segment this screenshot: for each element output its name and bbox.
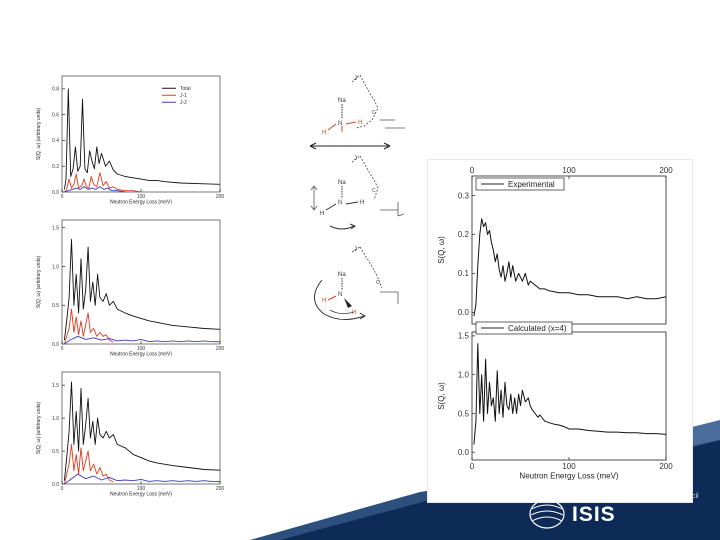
series-line-total	[63, 381, 221, 481]
x-axis-label: Neutron Energy Loss (meV)	[110, 352, 172, 358]
y-tick-label: 0.4	[52, 138, 59, 144]
x-tick-label: 200	[216, 194, 225, 200]
mol2-c: C	[372, 188, 376, 194]
y-tick-label: 0.5	[52, 303, 59, 309]
y-axis-label: S(Q, ω) (arbitrary units)	[36, 256, 42, 309]
mol2-na: Na	[338, 180, 346, 186]
molecule-diagram-1: J Na N H H C	[309, 74, 405, 150]
y-tick-label: 0.8	[52, 87, 59, 93]
series-line-j-1	[64, 172, 142, 193]
mol2-h-left: H	[320, 211, 324, 217]
legend-box	[475, 177, 565, 191]
left-panel-top: 0.0 0.2 0.4 0.6 0.8 0 100 200 Neutron Energy Los…	[36, 75, 225, 206]
mol3-h-right: H	[352, 310, 356, 316]
mol1-c: C	[372, 110, 376, 116]
y-axis-label: S(Q, ω)	[437, 382, 446, 410]
y-tick-label: 0.0	[458, 448, 470, 457]
legend-label: Total	[180, 86, 191, 92]
legend-box	[475, 321, 573, 335]
experimental-panel: 0.0 0.1 0.2 0.3 0 100 200 S(Q, ω) Experimental	[437, 166, 673, 325]
x-axis-label: Neutron Energy Loss (meV)	[519, 471, 618, 480]
y-tick-label: 1.5	[52, 226, 59, 232]
y-axis-label: S(Q, ω)	[437, 236, 446, 264]
mol2-h-right: H	[360, 200, 364, 206]
series-line-total	[63, 238, 221, 341]
mol1-na: Na	[338, 98, 346, 104]
legend-label: Experimental	[508, 180, 555, 189]
series-line-calculated-x-4-	[473, 343, 667, 445]
y-tick-label: 1.0	[52, 264, 59, 270]
x-tick-label: 0	[61, 346, 64, 352]
series-line-experimental	[473, 218, 667, 317]
y-tick-label: 0.1	[458, 269, 470, 278]
left-panels: 0.0 0.2 0.4 0.6 0.8 0 100 200 Neutron Energy Los…	[36, 75, 225, 498]
mol2-n: N	[338, 200, 342, 206]
series-line-j-2	[64, 186, 126, 193]
x-tick-top-label: 200	[659, 166, 673, 175]
y-tick-label: 1.5	[458, 332, 470, 341]
x-tick-label: 100	[137, 346, 146, 352]
series-line-j-2	[64, 473, 220, 485]
x-tick-label: 0	[470, 462, 475, 471]
x-tick-label: 100	[562, 462, 576, 471]
series-line-j-1	[63, 444, 114, 485]
mol3-c: C	[376, 280, 380, 286]
y-tick-label: 0.0	[52, 482, 59, 488]
x-tick-top-label: 100	[562, 166, 576, 175]
molecule-diagrams: J Na N H H C J Na N H H C J Na	[309, 74, 405, 320]
y-tick-label: 0.0	[52, 190, 59, 196]
molecule-diagram-2: J Na N H H C	[310, 155, 405, 230]
mol1-j: J	[354, 76, 357, 82]
y-tick-label: 0.0	[52, 342, 59, 348]
mol3-h-left: H	[322, 298, 326, 304]
isis-globe-icon	[529, 499, 565, 529]
y-tick-label: 1.0	[52, 416, 59, 422]
legend-label: J-1	[180, 93, 187, 99]
mol2-j: J	[354, 156, 357, 162]
right-comparison-panel: 0.0 0.1 0.2 0.3 0 100 200 S(Q, ω) Experimental 0…	[437, 166, 673, 480]
y-tick-label: 0.6	[52, 112, 59, 118]
mol3-j: J	[354, 247, 357, 253]
isis-logo-text: ISIS	[572, 503, 616, 526]
calculated-panel: 0.0 0.5 1.0 1.5 0 100 200 Neutron Energy Loss (…	[437, 321, 673, 480]
plot-frame	[471, 175, 667, 325]
legend-label: Calculated (x=4)	[508, 324, 567, 333]
series-line-j-2	[64, 335, 220, 345]
y-tick-label: 0.0	[458, 308, 470, 317]
y-tick-label: 0.2	[458, 230, 470, 239]
mol1-h-right: H	[358, 120, 362, 126]
x-tick-label: 200	[659, 462, 673, 471]
x-tick-label: 100	[137, 486, 146, 492]
mol1-h-left: H	[322, 130, 326, 136]
x-tick-label: 200	[216, 346, 225, 352]
molecule-diagram-3: J Na N H H C	[314, 246, 399, 320]
x-axis-label: Neutron Energy Loss (meV)	[110, 492, 172, 498]
y-axis-label: S(Q, ω) (arbitrary units)	[36, 402, 42, 455]
y-tick-label: 0.3	[458, 191, 470, 200]
y-axis-label: S(Q, ω) (arbitrary units)	[36, 108, 42, 161]
x-tick-label: 0	[61, 194, 64, 200]
mol3-n: N	[338, 292, 342, 298]
y-tick-label: 0.5	[52, 449, 59, 455]
x-tick-label: 100	[137, 194, 146, 200]
left-panel-middle: 0.0 0.5 1.0 1.5 0 100 200 Neutron Energy Loss (…	[36, 219, 225, 358]
legend-label: J-2	[180, 100, 187, 106]
x-axis-label: Neutron Energy Loss (meV)	[110, 200, 172, 206]
series-line-j-1	[63, 308, 114, 345]
mol1-n: N	[338, 121, 342, 127]
y-tick-label: 0.5	[458, 409, 470, 418]
y-tick-label: 0.2	[52, 164, 59, 170]
mol3-na: Na	[338, 272, 346, 278]
council-text: cil	[692, 493, 699, 500]
series-line-total	[63, 88, 221, 190]
y-tick-label: 1.5	[52, 383, 59, 389]
x-tick-label: 0	[61, 486, 64, 492]
x-tick-label: 200	[216, 486, 225, 492]
left-panel-bottom: 0.0 0.5 1.0 1.5 0 100 200 Neutron Energy Loss (…	[36, 371, 225, 498]
x-tick-top-label: 0	[470, 166, 475, 175]
y-tick-label: 1.0	[458, 370, 470, 379]
